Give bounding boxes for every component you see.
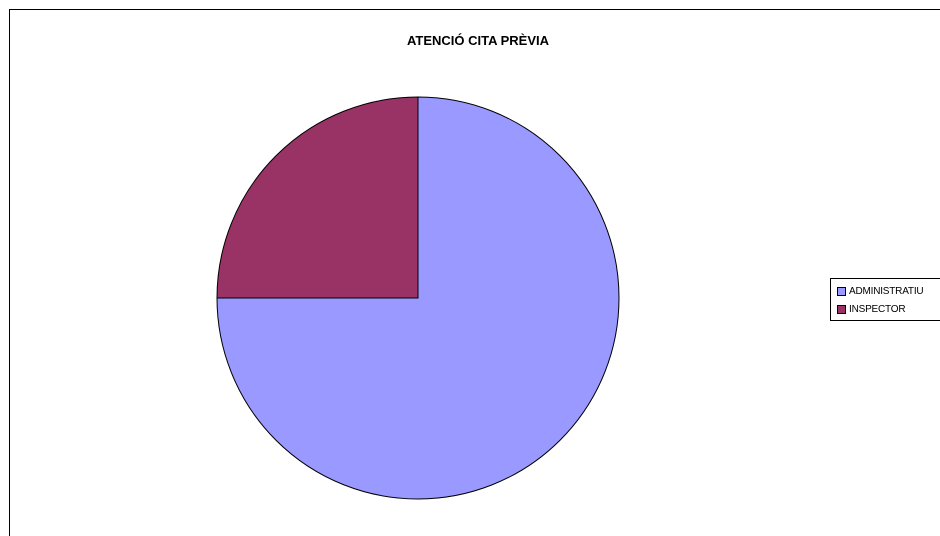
legend-swatch-inspector xyxy=(837,304,846,314)
legend: ADMINISTRATIU INSPECTOR xyxy=(830,278,940,321)
legend-item-administratiu: ADMINISTRATIU xyxy=(837,282,940,300)
chart-title: ATENCIÓ CITA PRÈVIA xyxy=(406,33,550,48)
legend-item-inspector: INSPECTOR xyxy=(837,300,940,318)
pie-slice-inspector xyxy=(216,96,419,299)
pie-slices xyxy=(216,96,620,500)
legend-swatch-administratiu xyxy=(837,286,846,296)
legend-label-administratiu: ADMINISTRATIU xyxy=(849,285,924,297)
legend-label-inspector: INSPECTOR xyxy=(849,303,906,315)
